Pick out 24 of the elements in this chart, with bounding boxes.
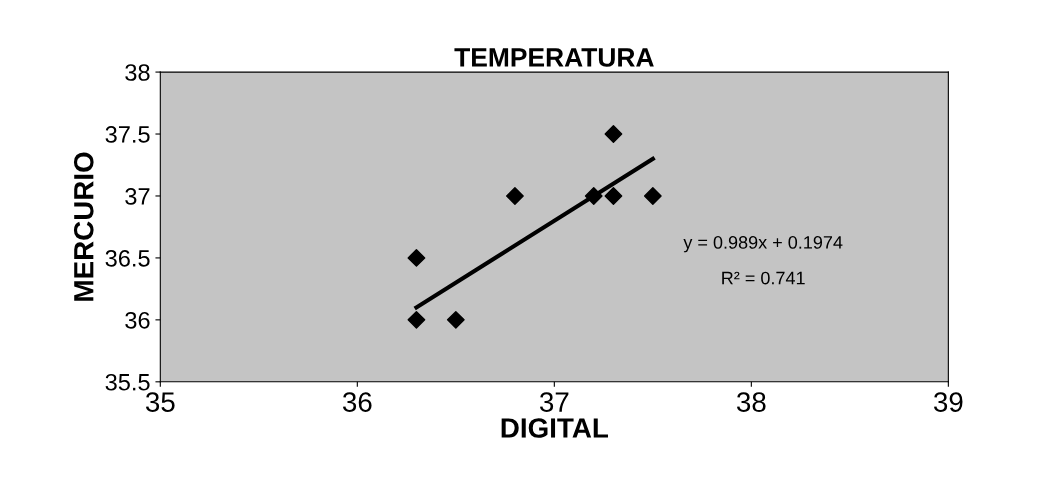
point <box>584 187 603 205</box>
y-tick-label: 37.5 <box>105 126 150 143</box>
y-tick-label: 36.5 <box>105 249 150 267</box>
point <box>643 187 662 205</box>
annotation: R² = 0.741 <box>722 271 805 285</box>
x-tick-label: 39 <box>933 392 963 412</box>
y-axis-title: MERCURIO <box>73 152 94 301</box>
point <box>407 310 426 329</box>
x-axis-title: DIGITAL <box>501 418 609 438</box>
point <box>604 125 623 143</box>
x-tick-label: 35 <box>145 392 175 412</box>
x-tick-label: 38 <box>736 392 766 412</box>
x-tick-label: 37 <box>539 392 569 412</box>
chart-title: TEMPERATURA <box>454 48 654 67</box>
y-tick-label: 35.5 <box>105 373 150 391</box>
x-tick-label: 36 <box>342 392 372 412</box>
point <box>506 187 524 205</box>
y-tick-label: 38 <box>125 64 150 81</box>
y-tick-label: 37 <box>125 188 150 205</box>
point <box>446 310 465 329</box>
point <box>604 187 623 205</box>
y-tick-label: 36 <box>125 311 150 329</box>
annotation: y = 0.989x + 0.1974 <box>683 236 843 253</box>
point <box>407 249 426 267</box>
